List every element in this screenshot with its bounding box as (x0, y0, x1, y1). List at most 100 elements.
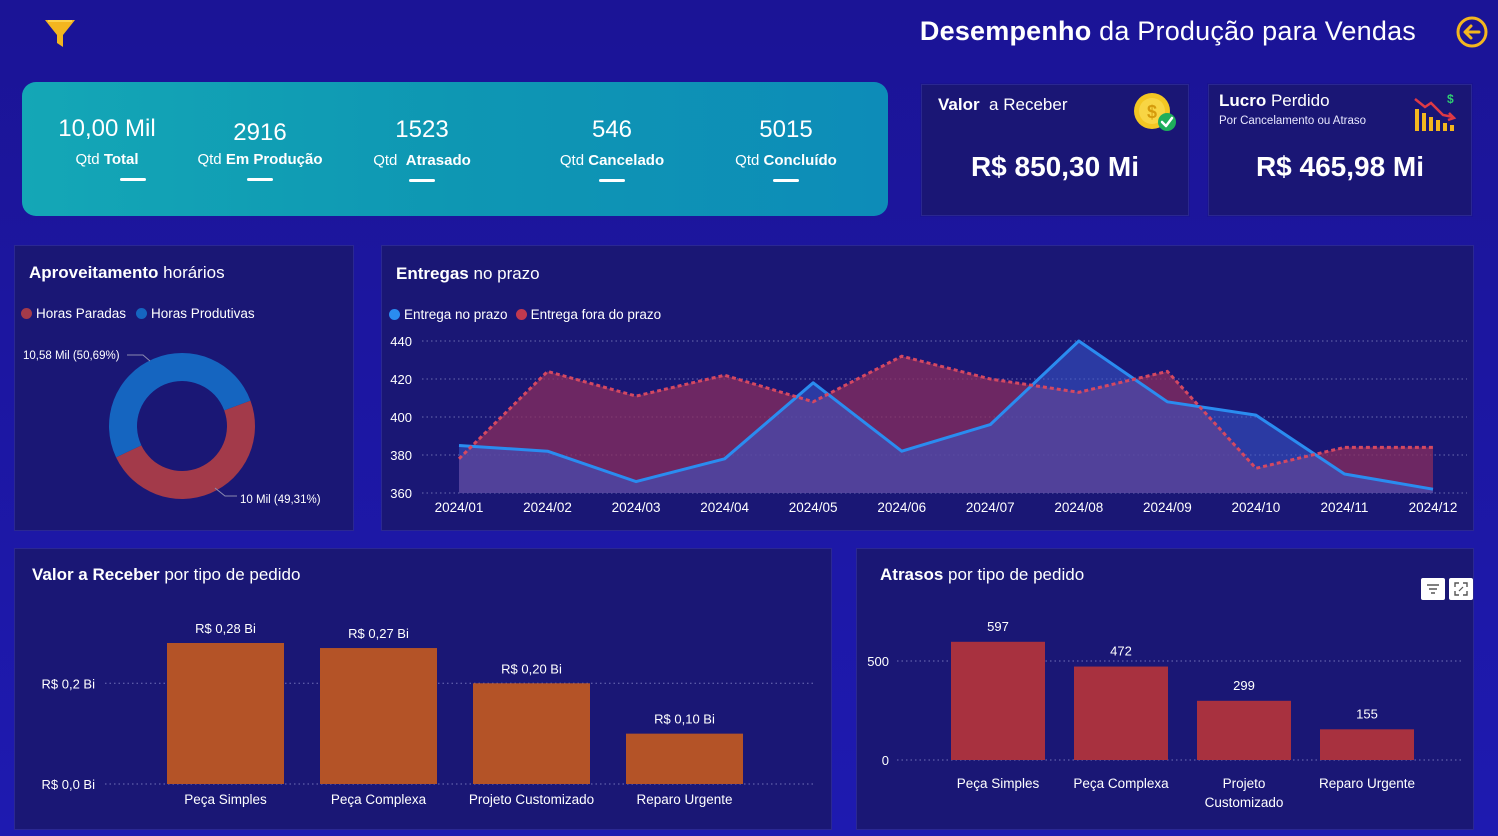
legend-entrega-fora-prazo[interactable]: Entrega fora do prazo (530, 307, 662, 322)
kpi-label-bold: Total (103, 151, 139, 168)
filter-funnel-button[interactable] (42, 16, 78, 52)
y-tick-440: 440 (390, 334, 412, 349)
valor-card-value: R$ 850,30 Mi (970, 151, 1140, 182)
kpi-em-producao-label: Qtd Em Produção (180, 151, 340, 168)
kpi-label-light: Qtd (735, 152, 760, 169)
atrasos-data-label-3: 155 (1356, 706, 1378, 721)
valor-category-2: Projeto Customizado (469, 792, 594, 807)
valor-bar-3 (626, 733, 743, 784)
line-entrega-fora-prazo (457, 354, 1433, 470)
kpi-label-light: Qtd (197, 151, 222, 168)
valor-y-tick-1: R$ 0,2 Bi (42, 676, 96, 691)
donut-slice-horas-paradas (116, 400, 256, 500)
legend-dot-horas-paradas (21, 308, 32, 319)
kpi-strip: 10,00 Mil Qtd Total 2916 Qtd Em Produção… (22, 82, 888, 216)
valor-tipo-title-rest: por tipo de pedido (164, 565, 301, 584)
valor-bar-2 (473, 683, 590, 784)
y-tick-420: 420 (390, 372, 412, 387)
funnel-icon (45, 20, 75, 47)
x-tick-2024/08: 2024/08 (1054, 500, 1103, 515)
kpi-label-bold: Concluído (763, 152, 837, 169)
horarios-title-bold: Aproveitamento (29, 263, 159, 282)
donut-slice-horas-produtivas (109, 353, 251, 458)
arrow-left-circle-icon (1456, 16, 1488, 48)
x-tick-2024/05: 2024/05 (789, 500, 838, 515)
declining-bars-icon: $ (1414, 92, 1457, 131)
lucro-card-title-bold: Lucro (1219, 91, 1267, 110)
atrasos-bar-1 (1074, 666, 1168, 760)
kpi-label-bold: Atrasado (405, 152, 471, 169)
kpi-label-light: Qtd (373, 152, 398, 169)
x-tick-2024/01: 2024/01 (435, 500, 484, 515)
atrasos-category-line: Reparo Urgente (1319, 776, 1415, 791)
valor-a-receber-card: Valor a Receber $ R$ 850,30 Mi (921, 84, 1189, 216)
x-tick-2024/11: 2024/11 (1321, 500, 1369, 515)
kpi-atrasado-label: Qtd Atrasado (352, 152, 492, 169)
kpi-label-light: Qtd (559, 152, 585, 169)
x-tick-2024/04: 2024/04 (700, 500, 749, 515)
kpi-cancelado-value: 546 (591, 116, 633, 143)
kpi-total-label: Qtd Total (32, 151, 182, 168)
legend-horas-paradas[interactable]: Horas Paradas (36, 306, 127, 321)
kpi-label-bold: Cancelado (588, 152, 665, 169)
kpi-underline (247, 178, 273, 181)
atrasos-category-2: Projeto Customizado (1205, 776, 1284, 810)
donut-label-horas-produtivas: 10,58 Mil (50,69%) (23, 350, 120, 362)
kpi-underline (409, 179, 435, 182)
donut-leader-paradas (214, 487, 237, 497)
donut-leader-produtivas (127, 354, 151, 362)
kpi-concluido-value: 5015 (759, 116, 813, 143)
donut-chart: 10,58 Mil (50,69%) 10 Mil (49,31%) (23, 350, 321, 506)
lucro-card-title-rest: Perdido (1270, 91, 1330, 110)
legend-entrega-no-prazo[interactable]: Entrega no prazo (404, 307, 508, 322)
legend-dot-no-prazo (389, 309, 400, 320)
kpi-total-value: 10,00 Mil (58, 115, 156, 142)
kpi-concluido: 5015 Qtd Concluído (706, 82, 866, 216)
visual-filter-button[interactable] (1421, 578, 1445, 600)
horarios-title: Aproveitamento horários (29, 263, 225, 283)
entregas-title: Entregas no prazo (396, 264, 540, 284)
back-button[interactable] (1454, 14, 1490, 50)
kpi-concluido-label: Qtd Concluído (706, 152, 866, 169)
valor-data-label-2: R$ 0,20 Bi (501, 661, 562, 676)
atrasos-category-line: Customizado (1205, 795, 1284, 810)
kpi-atrasado: 1523 Qtd Atrasado (352, 82, 492, 216)
aproveitamento-horarios-panel: Aproveitamento horários Horas Paradas Ho… (14, 245, 354, 531)
atrasos-por-tipo-panel: Atrasos por tipo de pedido 0 500 597 Peça S… (856, 548, 1474, 830)
atrasos-title: Atrasos por tipo de pedido (880, 565, 1084, 585)
legend-horas-produtivas[interactable]: Horas Produtivas (151, 306, 255, 321)
svg-text:$: $ (1447, 92, 1454, 106)
svg-text:$: $ (1147, 102, 1157, 122)
line-entrega-no-prazo (458, 339, 1434, 491)
kpi-em-producao-value: 2916 (233, 119, 287, 146)
focus-mode-icon (1454, 582, 1468, 596)
valor-card-title-rest: a Receber (989, 95, 1068, 114)
valor-data-label-1: R$ 0,27 Bi (348, 626, 409, 641)
kpi-label-light: Qtd (75, 151, 100, 168)
lucro-perdido-card: Lucro Perdido Por Cancelamento ou Atraso… (1208, 84, 1472, 216)
valor-tipo-title: Valor a Receber por tipo de pedido (32, 565, 300, 585)
valor-category-0: Peça Simples (184, 792, 267, 807)
focus-mode-button[interactable] (1449, 578, 1473, 600)
atrasos-category-line: Peça Simples (957, 776, 1040, 791)
atrasos-category-1: Peça Complexa (1073, 776, 1169, 791)
x-tick-2024/03: 2024/03 (612, 500, 661, 515)
valor-tipo-title-bold: Valor a Receber (32, 565, 160, 584)
y-tick-380: 380 (390, 448, 412, 463)
entregas-title-rest: no prazo (473, 264, 540, 283)
atrasos-category-line: Projeto (1223, 776, 1266, 791)
atrasos-category-line: Peça Complexa (1073, 776, 1169, 791)
filter-lines-icon (1427, 584, 1439, 594)
coin-check-icon: $ (1134, 93, 1176, 131)
atrasos-category-3: Reparo Urgente (1319, 776, 1415, 791)
valor-card-title: Valor a Receber (938, 95, 1067, 115)
valor-bar-1 (320, 648, 437, 784)
area-entrega-no-prazo (459, 341, 1433, 493)
valor-bar-chart: R$ 0,0 Bi R$ 0,2 Bi R$ 0,28 Bi Peça Simples… (42, 621, 815, 807)
kpi-cancelado-label: Qtd Cancelado (532, 152, 692, 169)
y-tick-400: 400 (390, 410, 412, 425)
valor-data-label-0: R$ 0,28 Bi (195, 621, 256, 636)
entregas-no-prazo-panel: Entregas no prazo Entrega no prazo Entre… (381, 245, 1474, 531)
legend-dot-fora-prazo (515, 309, 527, 320)
kpi-atrasado-value: 1523 (395, 116, 449, 143)
